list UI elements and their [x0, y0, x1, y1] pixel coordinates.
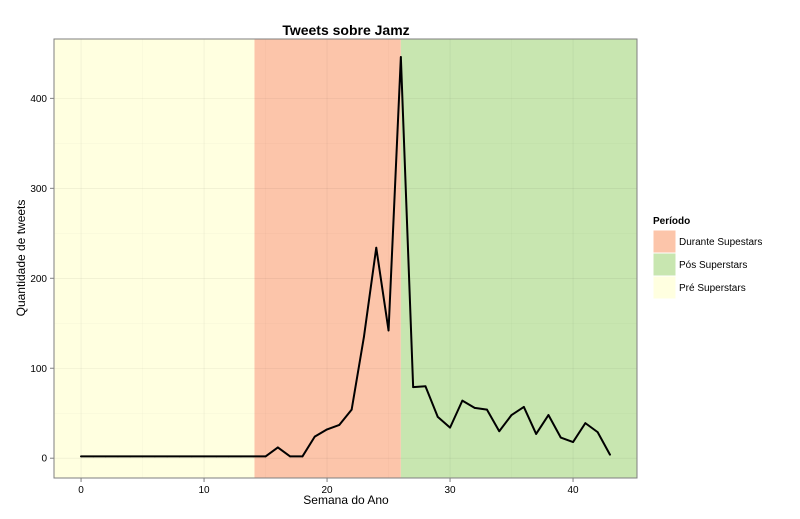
y-tick-label: 0: [41, 454, 47, 465]
legend-swatch: [652, 252, 677, 277]
data-point: [153, 455, 156, 458]
data-point: [80, 455, 82, 458]
data-point: [203, 455, 205, 458]
data-point: [240, 455, 242, 458]
data-point: [190, 455, 193, 458]
data-point: [412, 386, 415, 389]
data-point: [547, 414, 550, 416]
data-point: [166, 455, 169, 458]
data-point: [276, 446, 279, 449]
panel-border: [53, 38, 638, 479]
plot-panel: [53, 38, 638, 479]
legend-swatch: [652, 229, 677, 254]
period-band-0: [54, 39, 255, 478]
period-band-1: [254, 39, 401, 478]
data-point: [449, 426, 451, 429]
y-tick-label: 100: [30, 364, 47, 375]
grid: [54, 39, 637, 478]
y-axis-title: Quantidade de tweets: [14, 200, 28, 317]
data-point: [252, 455, 255, 458]
data-point: [535, 433, 538, 435]
data-point: [473, 406, 476, 409]
data-point: [609, 453, 611, 456]
x-axis-title: Semana do Ano: [303, 493, 389, 507]
x-axis: 0 10 20 30 40: [78, 478, 579, 496]
chart-title: Tweets sobre Jamz: [282, 22, 409, 38]
legend-swatch: [652, 275, 677, 300]
legend-label: Pré Superstars: [679, 283, 746, 294]
data-point: [387, 329, 390, 332]
data-point: [584, 422, 587, 425]
legend-label: Pós Superstars: [679, 260, 747, 271]
x-tick-label: 40: [567, 485, 579, 496]
legend-title: Período: [653, 216, 690, 227]
data-point: [227, 455, 230, 458]
data-point: [92, 455, 95, 458]
legend-label: Durante Supestars: [679, 237, 762, 248]
data-point: [596, 431, 599, 434]
data-point: [572, 441, 574, 443]
legend: Período Durante Supestars Pós Superstars P…: [652, 216, 762, 300]
data-point: [301, 455, 304, 458]
data-point: [375, 246, 378, 249]
data-point: [363, 335, 365, 338]
data-point: [326, 428, 328, 431]
data-point: [461, 399, 464, 402]
data-point: [104, 455, 107, 458]
data-point: [117, 455, 119, 458]
data-point: [510, 414, 513, 416]
y-tick-label: 200: [30, 274, 47, 285]
data-point: [436, 415, 439, 418]
data-point: [498, 430, 501, 433]
data-point: [141, 455, 144, 458]
data-point: [424, 385, 427, 388]
data-point: [178, 455, 181, 458]
x-tick-label: 0: [78, 485, 84, 496]
data-point: [289, 455, 292, 458]
data-point: [313, 435, 316, 438]
y-axis: 0 100 200 300 400: [30, 94, 54, 465]
y-tick-label: 400: [30, 94, 47, 105]
x-tick-label: 20: [321, 485, 333, 496]
data-point: [350, 408, 353, 411]
series-line-0: [80, 55, 611, 458]
data-point: [399, 56, 402, 58]
data-point: [522, 406, 525, 408]
data-point: [338, 424, 341, 426]
data-point: [264, 455, 267, 458]
x-tick-label: 10: [198, 485, 210, 496]
period-band-2: [400, 39, 637, 478]
x-tick-label: 30: [444, 485, 456, 496]
y-tick-label: 300: [30, 184, 47, 195]
data-point: [215, 455, 218, 458]
data-point: [559, 436, 562, 439]
data-point: [486, 408, 488, 411]
data-point: [129, 455, 132, 458]
